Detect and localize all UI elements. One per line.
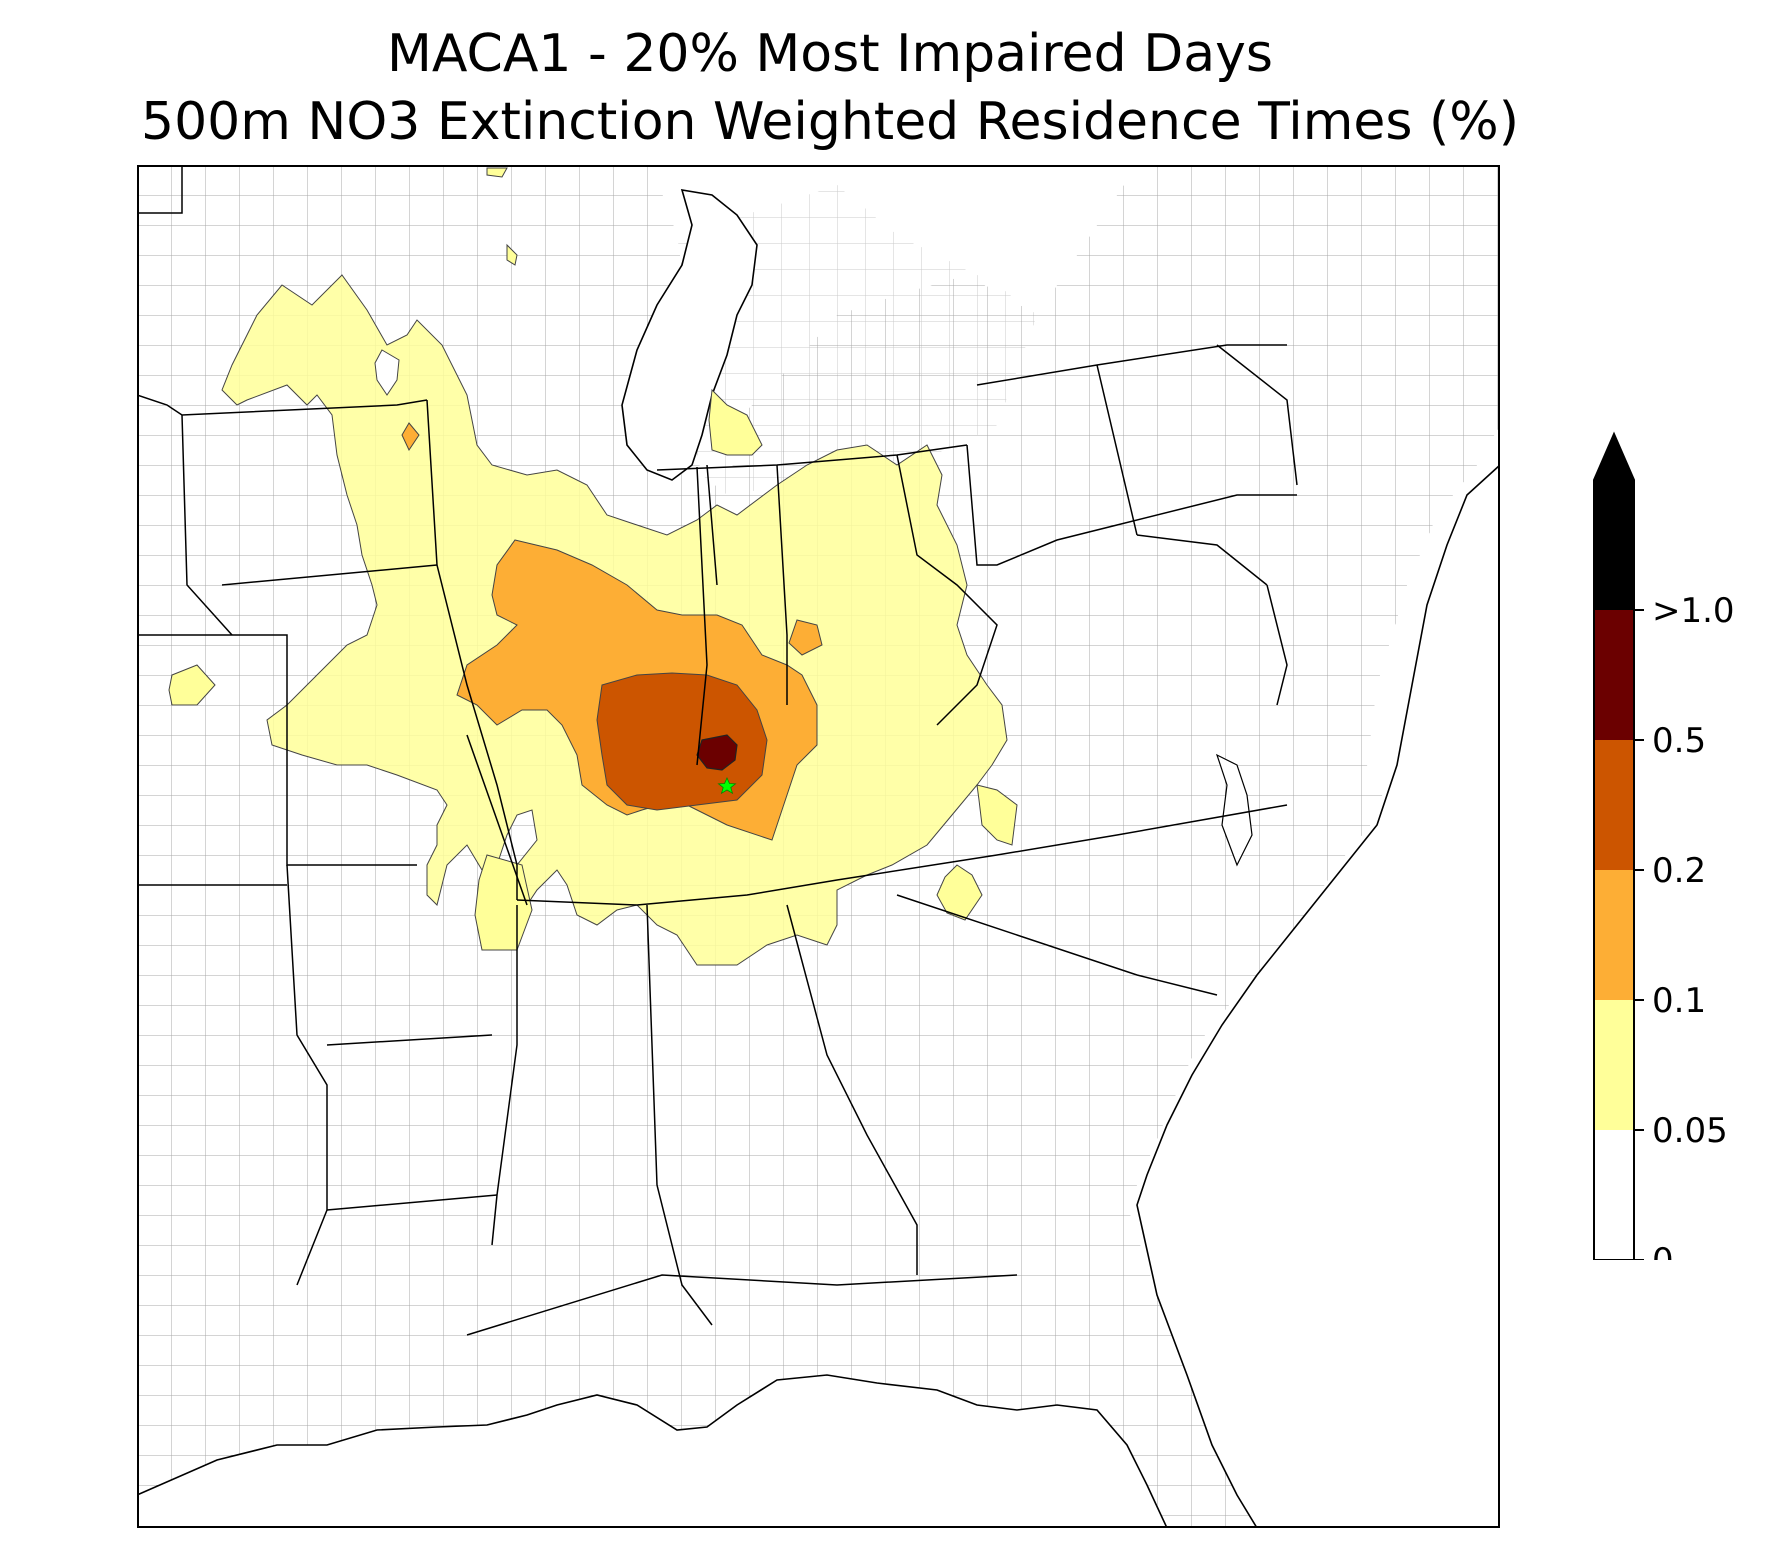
colorbar-tick-label: 0.5	[1652, 721, 1706, 761]
receptor-star-icon	[717, 777, 737, 795]
map-title: MACA1 - 20% Most Impaired Days	[387, 24, 1273, 84]
colorbar: 0 0.05 0.1 0.2 0.5 >1.0	[1593, 431, 1735, 1260]
colorbar-segment-extend	[1594, 480, 1634, 610]
colorbar-tick-label: >1.0	[1652, 591, 1735, 631]
colorbar-extend-arrow	[1594, 434, 1634, 480]
colorbar-tick-label: 0.2	[1652, 851, 1706, 891]
map-subtitle: 500m NO3 Extinction Weighted Residence T…	[141, 92, 1519, 152]
map-panel	[137, 165, 1500, 1528]
contour-0.2-0.5	[596, 672, 768, 811]
map-frame	[137, 165, 1500, 1528]
colorbar-tick-label: 0.05	[1652, 1111, 1728, 1151]
colorbar-tick-label: 0.1	[1652, 981, 1706, 1021]
lake-michigan	[621, 189, 758, 481]
state-boundaries	[137, 165, 1298, 1336]
gulf-of-mexico	[137, 1374, 1168, 1528]
colorbar-segment	[1594, 740, 1634, 870]
atlantic-ocean	[1136, 463, 1500, 1528]
colorbar-segment	[1594, 1130, 1634, 1260]
colorbar-segment	[1594, 870, 1634, 1000]
colorbar-tick-label: 0	[1652, 1241, 1674, 1260]
colorbar-segment	[1594, 1000, 1634, 1130]
colorbar-segment	[1594, 610, 1634, 740]
contour-0.5-1.0	[696, 734, 738, 771]
